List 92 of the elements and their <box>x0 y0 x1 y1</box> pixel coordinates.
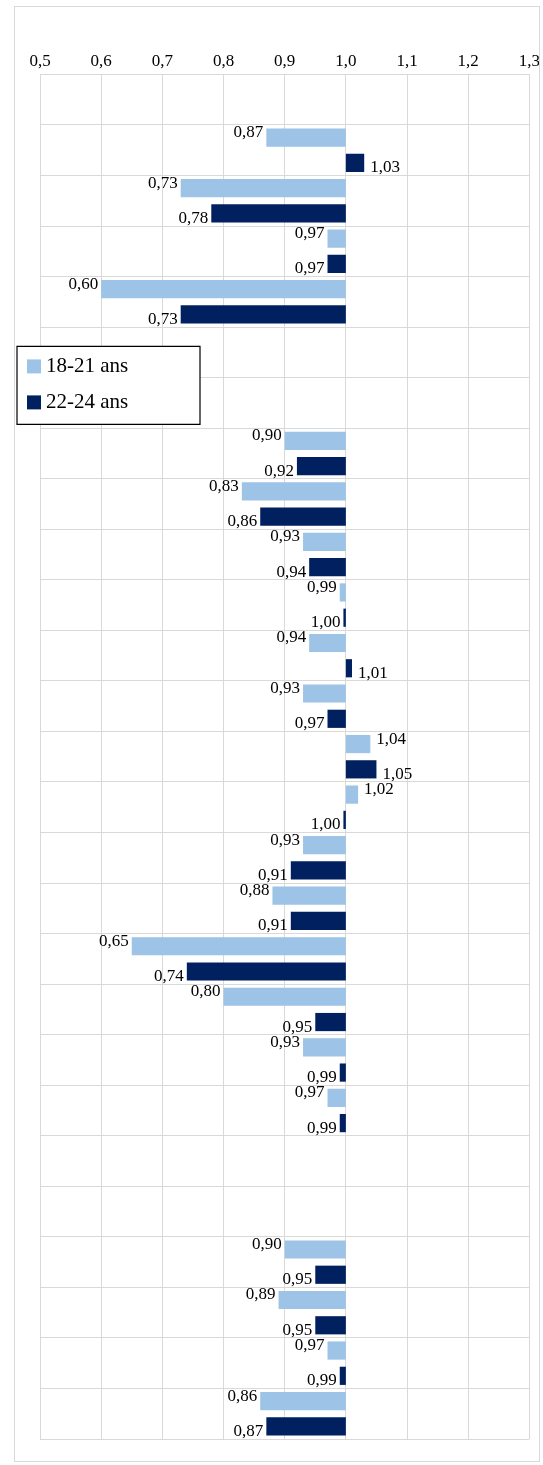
data-label: 0,90 <box>251 425 282 445</box>
data-label: 0,92 <box>264 460 294 480</box>
bar <box>290 911 346 931</box>
data-label: 0,97 <box>294 223 326 243</box>
x-tick-label: 0,6 <box>90 50 112 70</box>
bar <box>343 810 346 829</box>
data-label: 1,00 <box>310 612 341 632</box>
bar <box>315 1316 346 1335</box>
data-label: 0,93 <box>270 677 301 697</box>
data-label: 0,83 <box>209 475 239 495</box>
bar <box>211 204 346 223</box>
bar <box>309 558 346 577</box>
x-tick-label: 1,2 <box>457 50 479 70</box>
bar <box>284 431 346 450</box>
bar <box>260 507 346 526</box>
bar <box>284 1240 346 1259</box>
bar <box>101 280 346 299</box>
bar <box>290 861 346 880</box>
bar <box>315 1265 346 1284</box>
bar <box>345 153 365 172</box>
bar <box>327 709 346 728</box>
legend-label: 18-21 ans <box>46 352 129 377</box>
data-label: 0,97 <box>294 713 326 733</box>
data-label: 0,73 <box>147 308 178 328</box>
data-label: 0,93 <box>270 829 301 849</box>
data-label: 0,91 <box>258 864 288 884</box>
bar <box>303 532 346 551</box>
bar <box>345 785 359 804</box>
data-label: 0,87 <box>233 1420 264 1440</box>
x-tick-label: 0,7 <box>151 50 174 70</box>
x-tick-label: 1,0 <box>335 50 357 70</box>
data-label: 0,99 <box>306 1370 337 1390</box>
data-label: 1,05 <box>382 763 413 783</box>
data-label: 0,80 <box>190 981 221 1001</box>
bar <box>303 1038 346 1057</box>
data-label: 0,74 <box>154 965 185 985</box>
bar <box>303 836 346 855</box>
data-label: 1,00 <box>310 814 341 834</box>
bar <box>186 962 346 981</box>
data-label: 0,73 <box>147 172 178 192</box>
bar <box>309 633 346 653</box>
data-label: 0,99 <box>306 1067 337 1087</box>
data-label: 1,01 <box>357 662 388 682</box>
bar <box>180 179 346 198</box>
data-label: 1,03 <box>370 157 400 177</box>
data-label: 0,95 <box>282 1269 313 1289</box>
x-tick-label: 0,5 <box>29 50 51 70</box>
bar <box>345 659 352 678</box>
data-label: 0,78 <box>178 207 209 227</box>
data-label: 0,89 <box>245 1284 276 1304</box>
bar <box>339 1366 346 1385</box>
x-tick-label: 1,1 <box>396 50 418 70</box>
bar <box>345 760 377 779</box>
bar <box>327 1341 346 1360</box>
bar <box>339 1063 346 1082</box>
data-label: 0,94 <box>276 561 307 581</box>
legend-label: 22-24 ans <box>46 388 129 413</box>
data-label: 0,94 <box>276 627 307 647</box>
x-tick-label: 1,3 <box>518 50 540 70</box>
bar <box>260 1392 346 1411</box>
data-label: 0,90 <box>251 1233 282 1253</box>
data-label: 0,86 <box>227 511 258 531</box>
data-label: 0,86 <box>227 1385 258 1405</box>
data-label: 0,99 <box>306 576 337 596</box>
bar <box>339 583 346 602</box>
bar <box>223 987 346 1006</box>
bar <box>278 1290 346 1310</box>
bar <box>327 229 346 248</box>
data-label: 0,65 <box>99 930 129 950</box>
bar <box>327 254 346 274</box>
bar <box>241 482 346 501</box>
data-label: 0,99 <box>306 1117 337 1137</box>
bar <box>327 1088 346 1107</box>
bar <box>266 1417 346 1436</box>
bar <box>343 608 346 627</box>
bar <box>272 886 346 905</box>
bar <box>303 684 346 703</box>
x-tick-label: 0,8 <box>212 50 235 70</box>
data-label: 0,87 <box>233 122 264 142</box>
bar <box>296 456 346 476</box>
data-label: 1,04 <box>376 728 407 748</box>
x-tick-label: 0,9 <box>274 50 296 70</box>
data-label: 0,60 <box>68 273 99 293</box>
bar <box>345 734 371 754</box>
data-label: 0,97 <box>294 258 326 278</box>
data-label: 0,93 <box>270 526 301 546</box>
bar <box>180 305 346 324</box>
bar <box>266 128 346 147</box>
bar <box>315 1012 346 1032</box>
data-label: 0,91 <box>258 915 288 935</box>
bar <box>131 937 346 956</box>
bar <box>339 1114 346 1133</box>
